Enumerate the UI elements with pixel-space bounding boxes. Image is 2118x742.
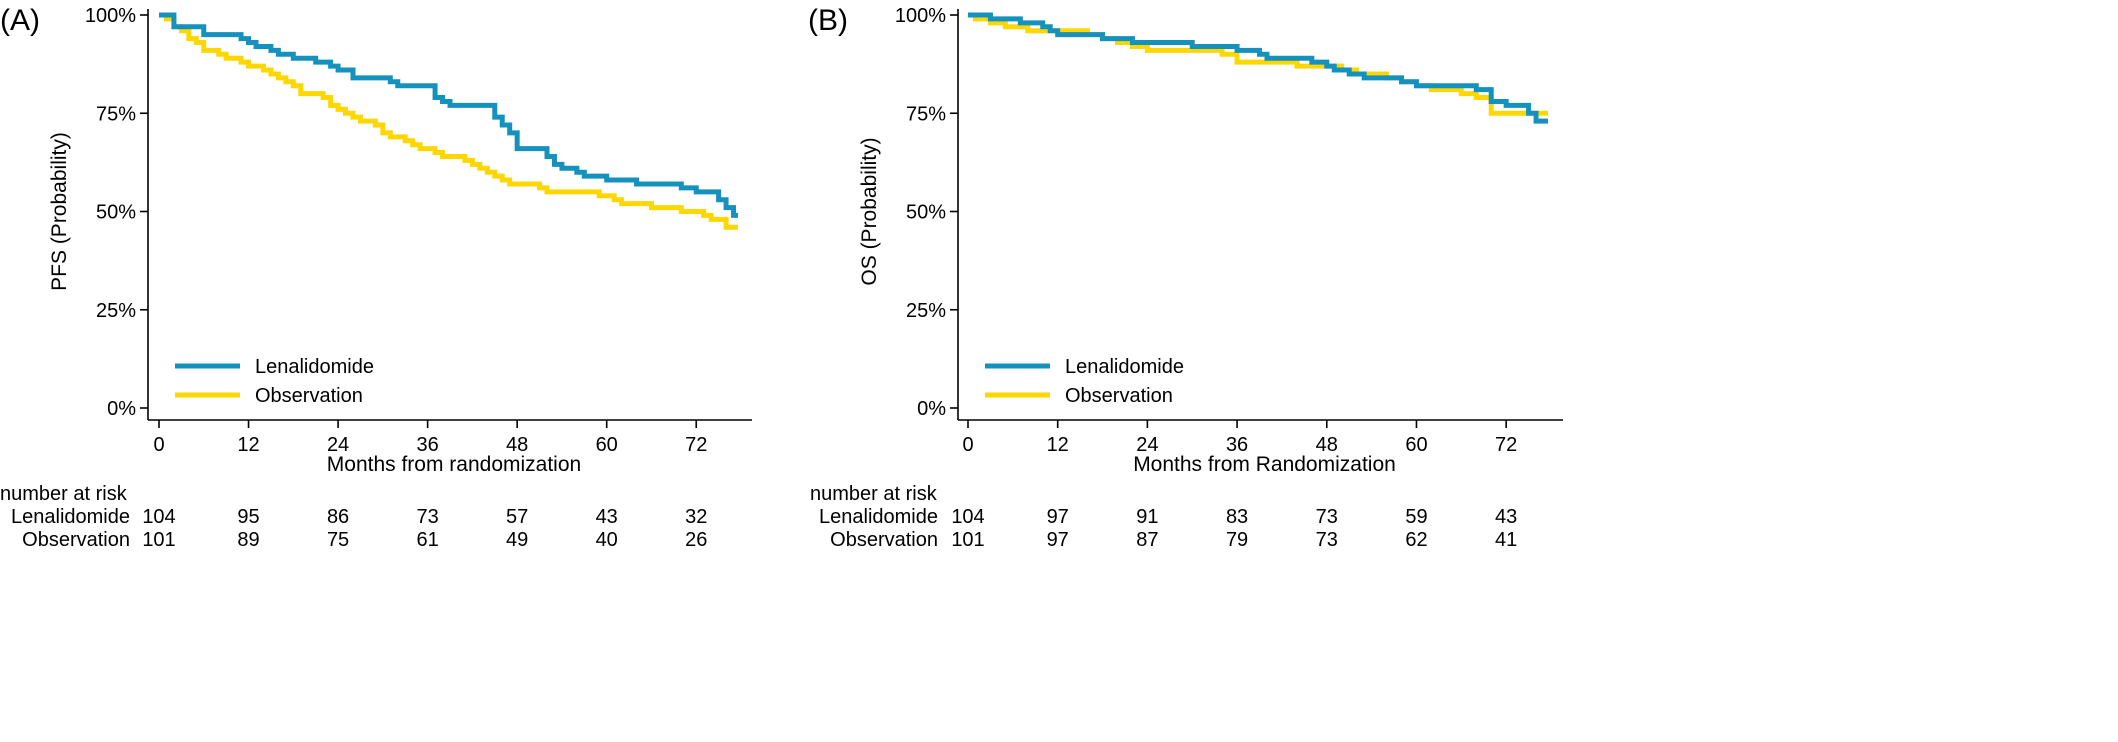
- risk-count: 62: [1405, 529, 1427, 551]
- risk-count: 41: [1495, 529, 1517, 551]
- x-tick-label: 60: [596, 434, 618, 456]
- risk-count: 49: [506, 529, 528, 551]
- risk-row-label: Lenalidomide: [11, 506, 130, 528]
- risk-count: 89: [237, 529, 259, 551]
- x-tick-label: 48: [1316, 434, 1338, 456]
- risk-count: 26: [685, 529, 707, 551]
- risk-count: 73: [1316, 506, 1338, 528]
- risk-table-title: number at risk: [0, 483, 128, 505]
- y-tick-label: 100%: [895, 5, 946, 27]
- risk-count: 43: [596, 506, 618, 528]
- risk-count: 97: [1047, 529, 1069, 551]
- risk-count: 104: [951, 506, 984, 528]
- risk-count: 79: [1226, 529, 1248, 551]
- risk-count: 40: [596, 529, 618, 551]
- risk-count: 57: [506, 506, 528, 528]
- x-tick-label: 48: [506, 434, 528, 456]
- risk-count: 97: [1047, 506, 1069, 528]
- x-tick-label: 72: [685, 434, 707, 456]
- y-tick-label: 50%: [906, 202, 946, 224]
- x-tick-label: 24: [1136, 434, 1158, 456]
- risk-row-label: Observation: [830, 529, 938, 551]
- series-line-observation: [968, 12, 1549, 116]
- x-tick-label: 0: [962, 434, 973, 456]
- risk-table-title: number at risk: [810, 483, 938, 505]
- risk-count: 75: [327, 529, 349, 551]
- panel-b: (B) 0% 25% 50% 75% 100% 0 12 24 36 48 60 72 Months fr…: [808, 4, 1563, 551]
- y-tick-label: 0%: [917, 398, 946, 420]
- panel-label: (B): [808, 4, 848, 37]
- risk-count: 43: [1495, 506, 1517, 528]
- x-tick-label: 0: [153, 434, 164, 456]
- risk-row-label: Observation: [22, 529, 130, 551]
- series-line-lenalidomide: [968, 12, 1549, 124]
- risk-count: 104: [142, 506, 175, 528]
- x-tick-label: 24: [327, 434, 349, 456]
- y-tick-label: 25%: [96, 300, 136, 322]
- x-tick-label: 12: [1047, 434, 1069, 456]
- legend-label-observation: Observation: [1065, 385, 1173, 407]
- x-tick-label: 60: [1405, 434, 1427, 456]
- series-line-observation: [159, 12, 739, 230]
- series-line-lenalidomide: [159, 12, 739, 218]
- risk-row-label: Lenalidomide: [819, 506, 938, 528]
- x-tick-label: 72: [1495, 434, 1517, 456]
- risk-count: 73: [416, 506, 438, 528]
- risk-count: 91: [1136, 506, 1158, 528]
- y-tick-label: 100%: [85, 5, 136, 27]
- risk-count: 73: [1316, 529, 1338, 551]
- risk-count: 32: [685, 506, 707, 528]
- legend-label-lenalidomide: Lenalidomide: [255, 356, 374, 378]
- risk-count: 87: [1136, 529, 1158, 551]
- panel-label: (A): [0, 4, 40, 37]
- x-axis-title: Months from Randomization: [1133, 453, 1396, 476]
- y-tick-label: 75%: [96, 103, 136, 125]
- panel-a: (A) 0% 25% 50% 75% 100% 0 12 24 36 48 60 72 Months fr…: [0, 4, 752, 551]
- y-tick-label: 50%: [96, 202, 136, 224]
- y-tick-label: 25%: [906, 300, 946, 322]
- risk-count: 61: [416, 529, 438, 551]
- x-tick-label: 12: [237, 434, 259, 456]
- risk-count: 83: [1226, 506, 1248, 528]
- legend-label-lenalidomide: Lenalidomide: [1065, 356, 1184, 378]
- x-tick-label: 36: [416, 434, 438, 456]
- legend-label-observation: Observation: [255, 385, 363, 407]
- risk-count: 59: [1405, 506, 1427, 528]
- risk-count: 95: [237, 506, 259, 528]
- y-axis-title: OS (Probability): [858, 137, 881, 285]
- risk-count: 101: [142, 529, 175, 551]
- x-axis-title: Months from randomization: [327, 453, 581, 476]
- risk-count: 86: [327, 506, 349, 528]
- y-tick-label: 75%: [906, 103, 946, 125]
- risk-count: 101: [951, 529, 984, 551]
- x-tick-label: 36: [1226, 434, 1248, 456]
- y-axis-title: PFS (Probability): [48, 132, 71, 291]
- y-tick-label: 0%: [107, 398, 136, 420]
